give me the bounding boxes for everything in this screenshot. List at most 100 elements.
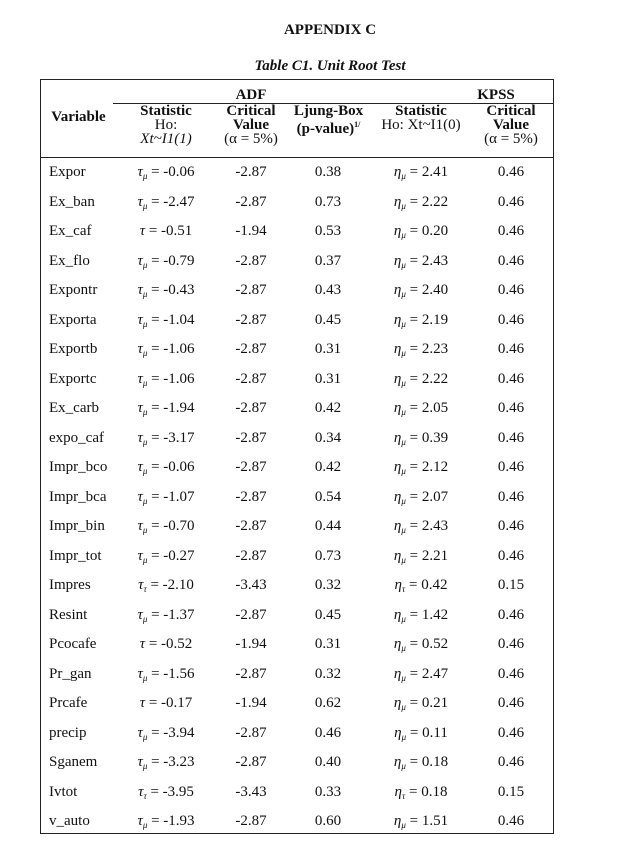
ljung-box-cell: 0.53 — [315, 223, 341, 240]
kpss-critical-value: 0.46 — [497, 252, 525, 269]
adf-critical-cell: -3.43 — [235, 577, 266, 594]
header-line: (p-value)1/ — [281, 118, 376, 137]
variable-name: Exportb — [49, 341, 98, 357]
variable-cell: Ivtot — [49, 784, 77, 801]
kpss-critical-cell: 0.46 — [498, 636, 524, 653]
ljung-box-cell: 0.31 — [315, 636, 341, 653]
adf-statistic-cell: τμ = -1.94 — [137, 400, 194, 417]
stat-subscript: τ — [402, 790, 406, 801]
stat-symbol: η — [394, 577, 402, 593]
variable-name: Expor — [49, 164, 86, 180]
stat-subscript: μ — [142, 348, 148, 358]
variable-cell: Exportc — [49, 371, 96, 388]
ljung-box-value: 0.53 — [314, 223, 342, 239]
stat-subscript: μ — [401, 171, 406, 181]
variable-cell: Expontr — [49, 282, 97, 299]
ljung-box-cell: 0.42 — [315, 459, 341, 476]
ljung-box-cell: 0.32 — [315, 666, 341, 683]
ljung-box-value: 0.32 — [314, 665, 342, 682]
kpss-critical-cell: 0.46 — [498, 253, 524, 270]
kpss-critical-cell: 0.46 — [498, 430, 524, 447]
variable-cell: Ex_caf — [49, 223, 91, 240]
stat-symbol: η — [393, 459, 402, 475]
stat-symbol: τ — [137, 754, 143, 770]
adf-critical-cell: -2.87 — [235, 725, 266, 742]
stat-symbol: η — [393, 518, 402, 534]
header-line: Statistic — [140, 103, 192, 119]
variable-cell: Prcafe — [49, 695, 87, 712]
adf-critical-value: -2.87 — [235, 282, 267, 298]
kpss-critical-cell: 0.46 — [498, 312, 524, 329]
adf-statistic-cell: τμ = -1.06 — [137, 371, 194, 388]
stat-symbol: τ — [139, 695, 146, 711]
adf-statistic-cell: τμ = -3.94 — [137, 725, 194, 742]
adf-statistic-cell: ττ = -2.10 — [138, 577, 194, 594]
adf-critical-value: -3.43 — [235, 783, 267, 800]
stat-subscript: μ — [401, 436, 406, 447]
table-caption: Table C1. Unit Root Test — [254, 58, 406, 74]
kpss-critical-value: 0.46 — [497, 488, 525, 505]
ljung-box-value: 0.40 — [314, 754, 342, 770]
stat-value: = 2.19 — [409, 311, 449, 328]
stat-subscript: μ — [401, 289, 406, 299]
kpss-critical-cell: 0.46 — [498, 607, 524, 624]
stat-symbol: η — [393, 695, 402, 711]
header-divider — [113, 103, 553, 104]
header-line: Ho: — [154, 117, 178, 133]
kpss-critical-value: 0.46 — [497, 193, 525, 210]
ljung-box-value: 0.31 — [314, 370, 342, 387]
adf-statistic-cell: τμ = -1.07 — [137, 489, 194, 506]
kpss-critical-value: 0.15 — [497, 783, 525, 800]
kpss-statistic-cell: ημ = 0.18 — [394, 754, 448, 771]
stat-subscript: μ — [142, 436, 148, 447]
stat-value: = -1.04 — [151, 311, 195, 328]
adf-critical-cell: -2.87 — [235, 518, 266, 535]
stat-symbol: τ — [137, 724, 143, 741]
stat-symbol: τ — [137, 252, 143, 269]
variable-cell: Pcocafe — [49, 636, 96, 653]
stat-subscript: μ — [142, 407, 148, 417]
kpss-statistic-cell: ημ = 0.11 — [394, 725, 448, 742]
stat-symbol: τ — [137, 341, 143, 357]
variable-name: Ex_ban — [49, 193, 95, 210]
ljung-box-value: 0.31 — [314, 636, 342, 652]
adf-critical-value: -2.87 — [235, 459, 267, 475]
variable-cell: Impres — [49, 577, 91, 594]
kpss-statistic-cell: ημ = 0.39 — [394, 430, 448, 447]
adf-critical-value: -2.87 — [235, 429, 267, 446]
stat-value: = -0.27 — [151, 547, 195, 564]
adf-critical-cell: -2.87 — [235, 194, 266, 211]
stat-symbol: τ — [137, 429, 143, 446]
variable-name: Impr_bca — [49, 488, 107, 505]
kpss-statistic-cell: ημ = 2.22 — [394, 194, 448, 211]
adf-statistic-cell: τ = -0.51 — [140, 223, 193, 240]
kpss-critical-value: 0.46 — [497, 400, 525, 416]
stat-symbol: τ — [137, 518, 143, 534]
variable-cell: Impr_bin — [49, 518, 105, 535]
kpss-critical-cell: 0.46 — [498, 371, 524, 388]
adf-statistic-cell: τμ = -1.93 — [137, 813, 194, 830]
stat-subscript: μ — [142, 466, 148, 476]
stat-symbol: η — [393, 193, 402, 210]
ljung-box-value: 0.60 — [314, 813, 342, 829]
stat-subscript: μ — [142, 495, 148, 506]
variable-cell: Impr_tot — [49, 548, 102, 565]
stat-subscript: μ — [401, 407, 406, 417]
ljung-box-value: 0.45 — [314, 311, 342, 328]
adf-critical-cell: -3.43 — [235, 784, 266, 801]
variable-cell: Ex_ban — [49, 194, 95, 211]
stat-subscript: μ — [401, 495, 406, 506]
stat-symbol: η — [393, 606, 402, 623]
kpss-critical-value: 0.46 — [497, 813, 525, 829]
adf-statistic-cell: τμ = -1.06 — [137, 341, 194, 358]
variable-name: v_auto — [49, 813, 90, 829]
adf-critical-cell: -2.87 — [235, 754, 266, 771]
ljung-box-cell: 0.54 — [315, 489, 341, 506]
stat-value: = -0.06 — [151, 459, 195, 475]
header-line: (α = 5%) — [224, 131, 278, 147]
ljung-box-cell: 0.37 — [315, 253, 341, 270]
stat-symbol: η — [393, 341, 402, 357]
adf-statistic-cell: τμ = -1.56 — [137, 666, 194, 683]
stat-subscript: μ — [142, 820, 148, 830]
kpss-critical-cell: 0.46 — [498, 754, 524, 771]
